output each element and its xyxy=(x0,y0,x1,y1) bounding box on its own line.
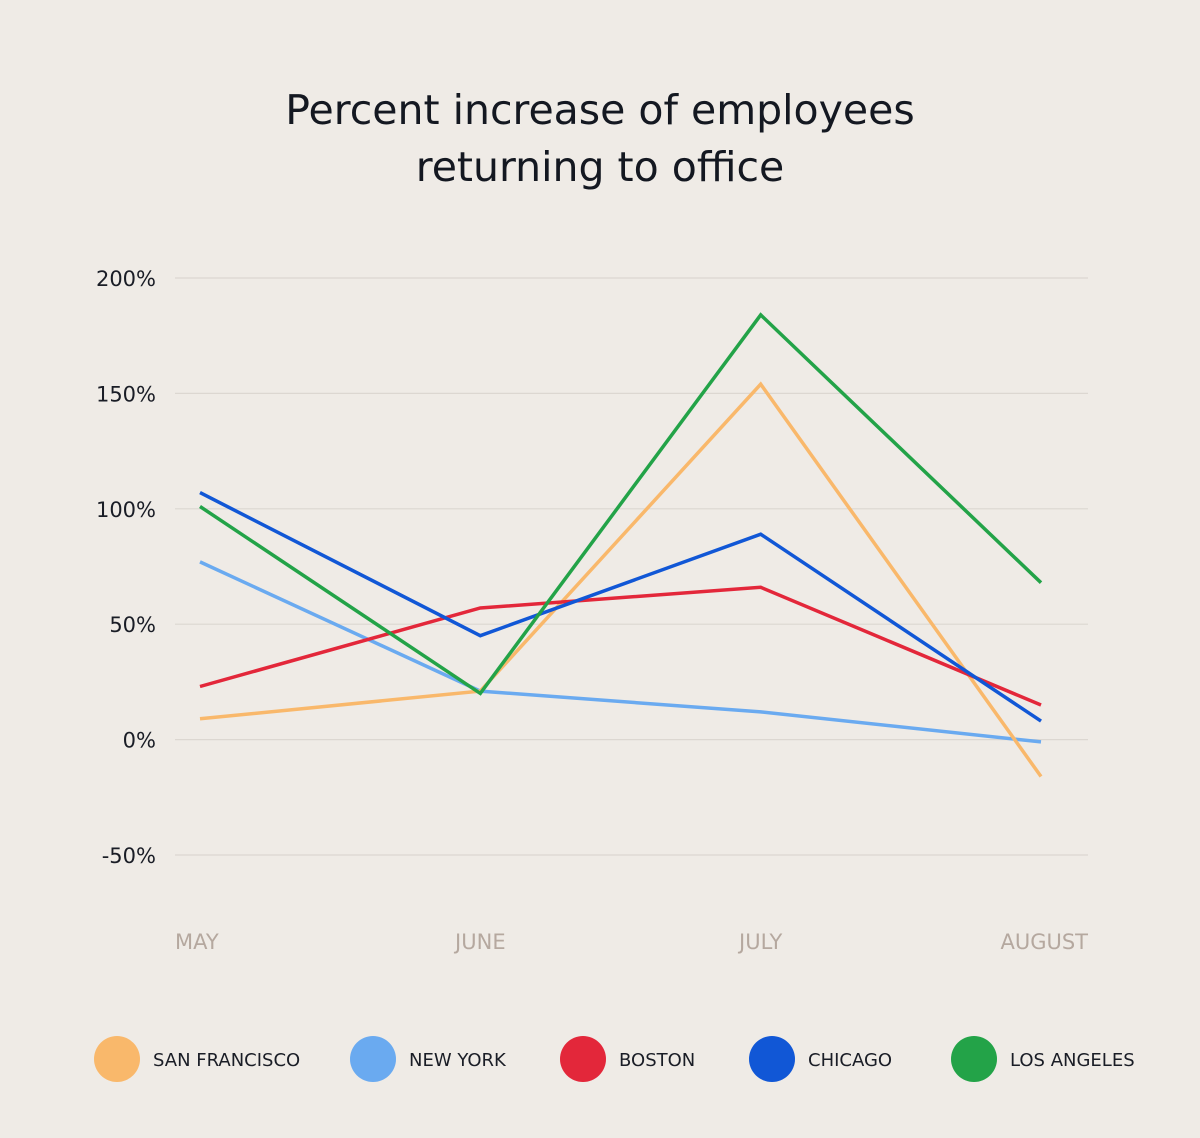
x-tick-label: JUNE xyxy=(453,930,506,954)
y-axis-ticks: 200% 150% 100% 50% 0% -50% xyxy=(96,267,156,868)
y-tick-label: 150% xyxy=(96,382,156,406)
legend-label-san-francisco: SAN FRANCISCO xyxy=(153,1050,300,1071)
series-line-boston xyxy=(199,585,1042,707)
legend-swatch-los-angeles xyxy=(951,1036,997,1082)
x-tick-label: AUGUST xyxy=(1000,930,1088,954)
series-line-chicago xyxy=(199,491,1042,723)
legend-swatch-boston xyxy=(560,1036,606,1082)
legend-swatch-new-york xyxy=(350,1036,396,1082)
legend-swatch-san-francisco xyxy=(94,1036,140,1082)
legend-swatch-chicago xyxy=(749,1036,795,1082)
series-lines xyxy=(199,312,1043,778)
y-tick-label: 100% xyxy=(96,498,156,522)
chart-title: Percent increase of employees returning … xyxy=(285,86,914,191)
chart-title-line-2: returning to office xyxy=(416,143,784,191)
chart-title-line-1: Percent increase of employees xyxy=(285,86,914,134)
series-line-san-francisco xyxy=(199,381,1043,778)
legend: SAN FRANCISCO NEW YORK BOSTON CHICAGO LOS AN… xyxy=(94,1036,1135,1082)
legend-label-boston: BOSTON xyxy=(619,1050,695,1071)
x-tick-label: JULY xyxy=(737,930,782,954)
legend-label-los-angeles: LOS ANGELES xyxy=(1010,1050,1135,1071)
x-axis-ticks: MAY JUNE JULY AUGUST xyxy=(175,930,1088,954)
series-line-new-york xyxy=(199,560,1042,744)
y-tick-label: -50% xyxy=(102,844,156,868)
series-line-los-angeles xyxy=(199,312,1043,696)
legend-label-new-york: NEW YORK xyxy=(409,1050,507,1071)
x-tick-label: MAY xyxy=(175,930,219,954)
y-tick-label: 0% xyxy=(123,729,156,753)
legend-label-chicago: CHICAGO xyxy=(808,1050,892,1071)
y-tick-label: 50% xyxy=(109,613,156,637)
grid-lines xyxy=(175,277,1088,856)
y-tick-label: 200% xyxy=(96,267,156,291)
